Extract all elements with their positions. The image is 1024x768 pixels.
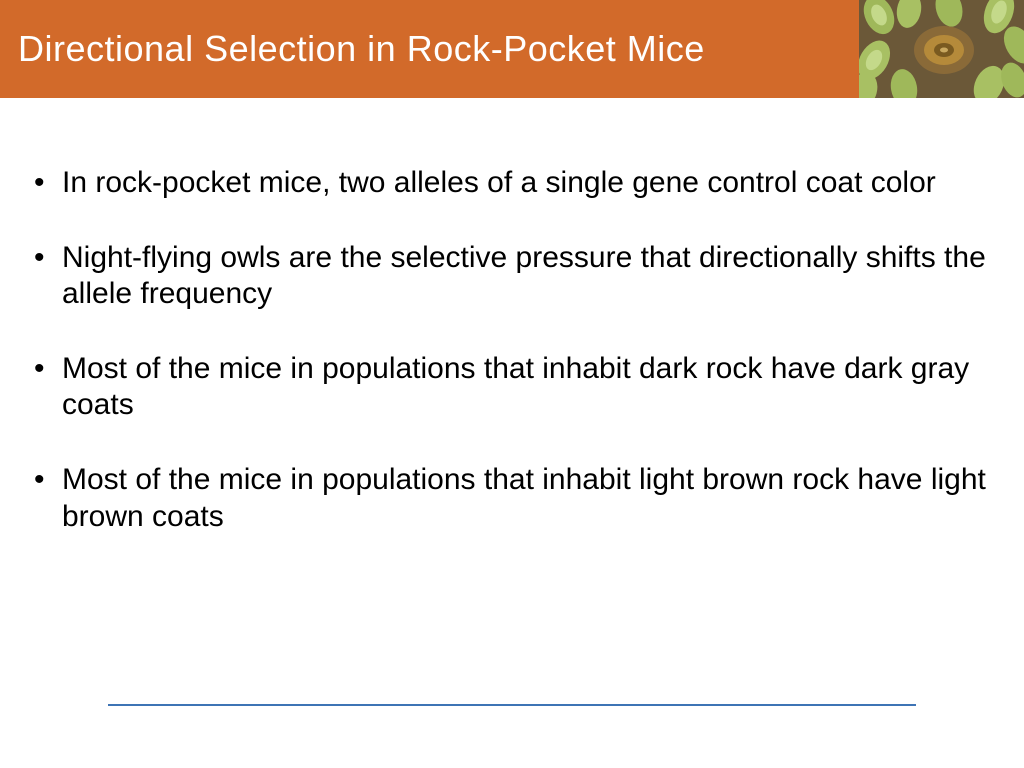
slide: Directional Selection in Rock-Pocket Mic… [0,0,1024,768]
bullet-text: In rock-pocket mice, two alleles of a si… [62,166,936,199]
bullet-text: Most of the mice in populations that inh… [62,352,969,422]
bullet-text: Most of the mice in populations that inh… [62,463,986,533]
bullet-item: Most of the mice in populations that inh… [28,351,988,424]
bullet-list: In rock-pocket mice, two alleles of a si… [28,165,988,535]
bullet-text: Night-flying owls are the selective pres… [62,241,986,311]
bullet-item: Most of the mice in populations that inh… [28,462,988,535]
slide-title: Directional Selection in Rock-Pocket Mic… [18,28,705,70]
bullet-item: Night-flying owls are the selective pres… [28,240,988,313]
content-area: In rock-pocket mice, two alleles of a si… [28,165,988,573]
decorative-coral-image [859,0,1024,98]
bullet-item: In rock-pocket mice, two alleles of a si… [28,165,988,202]
footer-divider [108,704,916,706]
